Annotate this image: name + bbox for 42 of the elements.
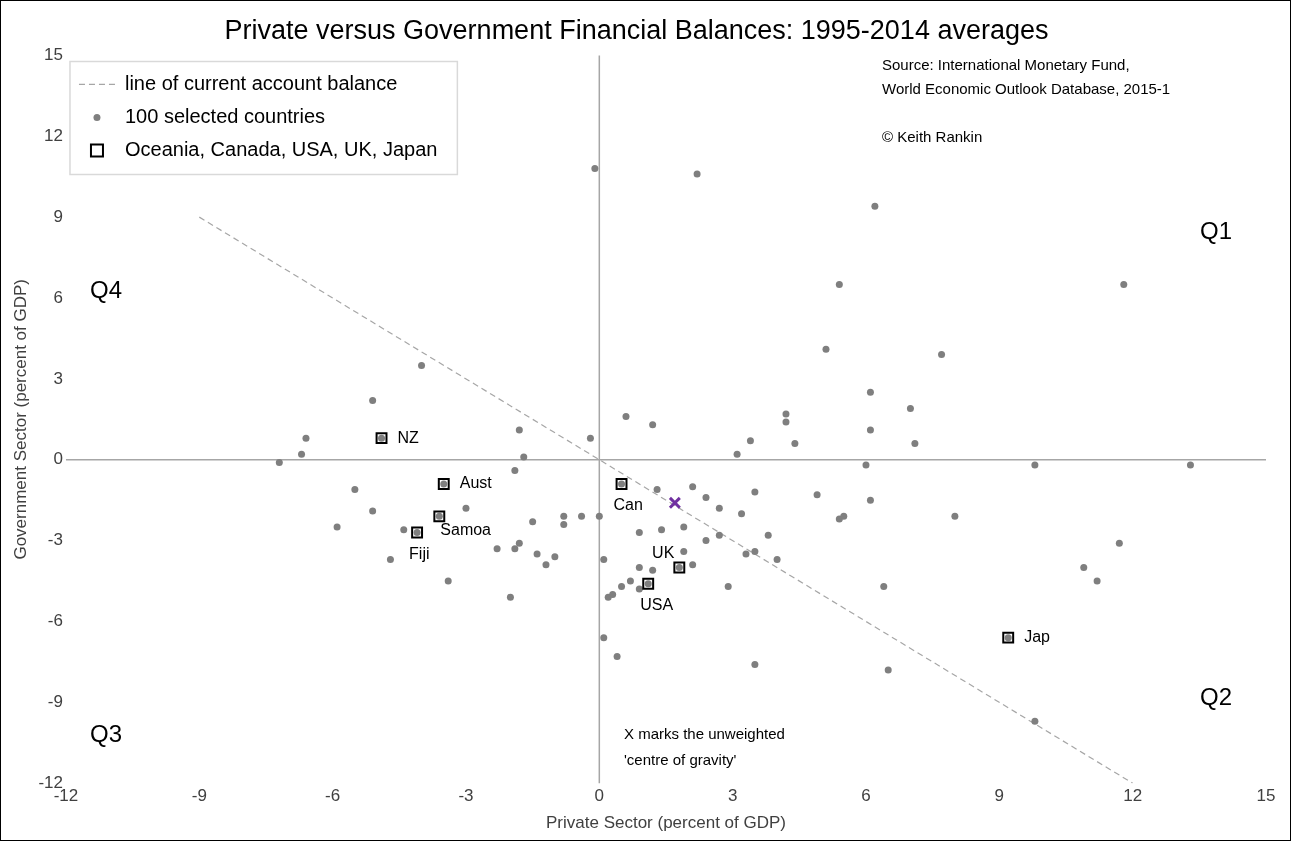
annotation: 'centre of gravity' [623, 750, 737, 768]
y-tick-label: 12 [44, 125, 63, 145]
x-tick-label: 6 [861, 786, 871, 806]
x-tick-label: 12 [1123, 786, 1143, 806]
x-tick-label: 9 [994, 786, 1005, 806]
x-axis-title: Private Sector (percent of GDP) [545, 813, 786, 833]
legend-label: 100 selected countries [124, 104, 326, 127]
y-tick-label: 0 [53, 449, 63, 469]
y-tick-label: -6 [47, 611, 63, 631]
y-tick-label: -9 [47, 692, 63, 712]
y-tick-label: 15 [44, 45, 63, 65]
x-tick-label: 15 [1256, 786, 1276, 806]
y-tick-label: -3 [47, 530, 63, 550]
annotation: © Keith Rankin [881, 128, 983, 146]
legend-label: line of current account balance [124, 71, 398, 94]
annotation: UK [652, 543, 675, 561]
x-tick-label: -9 [191, 786, 207, 806]
annotation: Q3 [89, 719, 122, 747]
x-tick-label: 0 [594, 786, 605, 806]
annotation: USA [640, 596, 674, 614]
annotation: Source: International Monetary Fund, [881, 55, 1130, 73]
y-tick-label: 6 [53, 287, 63, 307]
chart-title: Private versus Government Financial Balances: 1995-2014 averages [224, 14, 1049, 45]
point [668, 496, 682, 510]
annotation: Q2 [1200, 683, 1233, 711]
annotation: Samoa [440, 520, 492, 538]
y-tick-label: 3 [53, 368, 63, 388]
annotation: Can [613, 496, 643, 514]
legend-label: Oceania, Canada, USA, UK, Japan [124, 137, 438, 160]
x-tick-label: -3 [458, 786, 474, 806]
annotation: NZ [397, 428, 420, 446]
annotation: Aust [459, 474, 493, 492]
annotation: Jap [1024, 628, 1051, 646]
annotation: Q1 [1200, 217, 1233, 245]
annotation: World Economic Outlook Database, 2015-1 [881, 79, 1171, 97]
annotation: X marks the unweighted [623, 725, 785, 743]
x-tick-label: -6 [325, 786, 341, 806]
annotation: Q4 [89, 275, 122, 303]
y-axis-title: Government Sector (percent of GDP) [10, 279, 30, 560]
y-tick-label: 9 [53, 206, 63, 226]
annotation: Fiji [409, 544, 430, 562]
x-tick-label: 3 [727, 786, 738, 806]
